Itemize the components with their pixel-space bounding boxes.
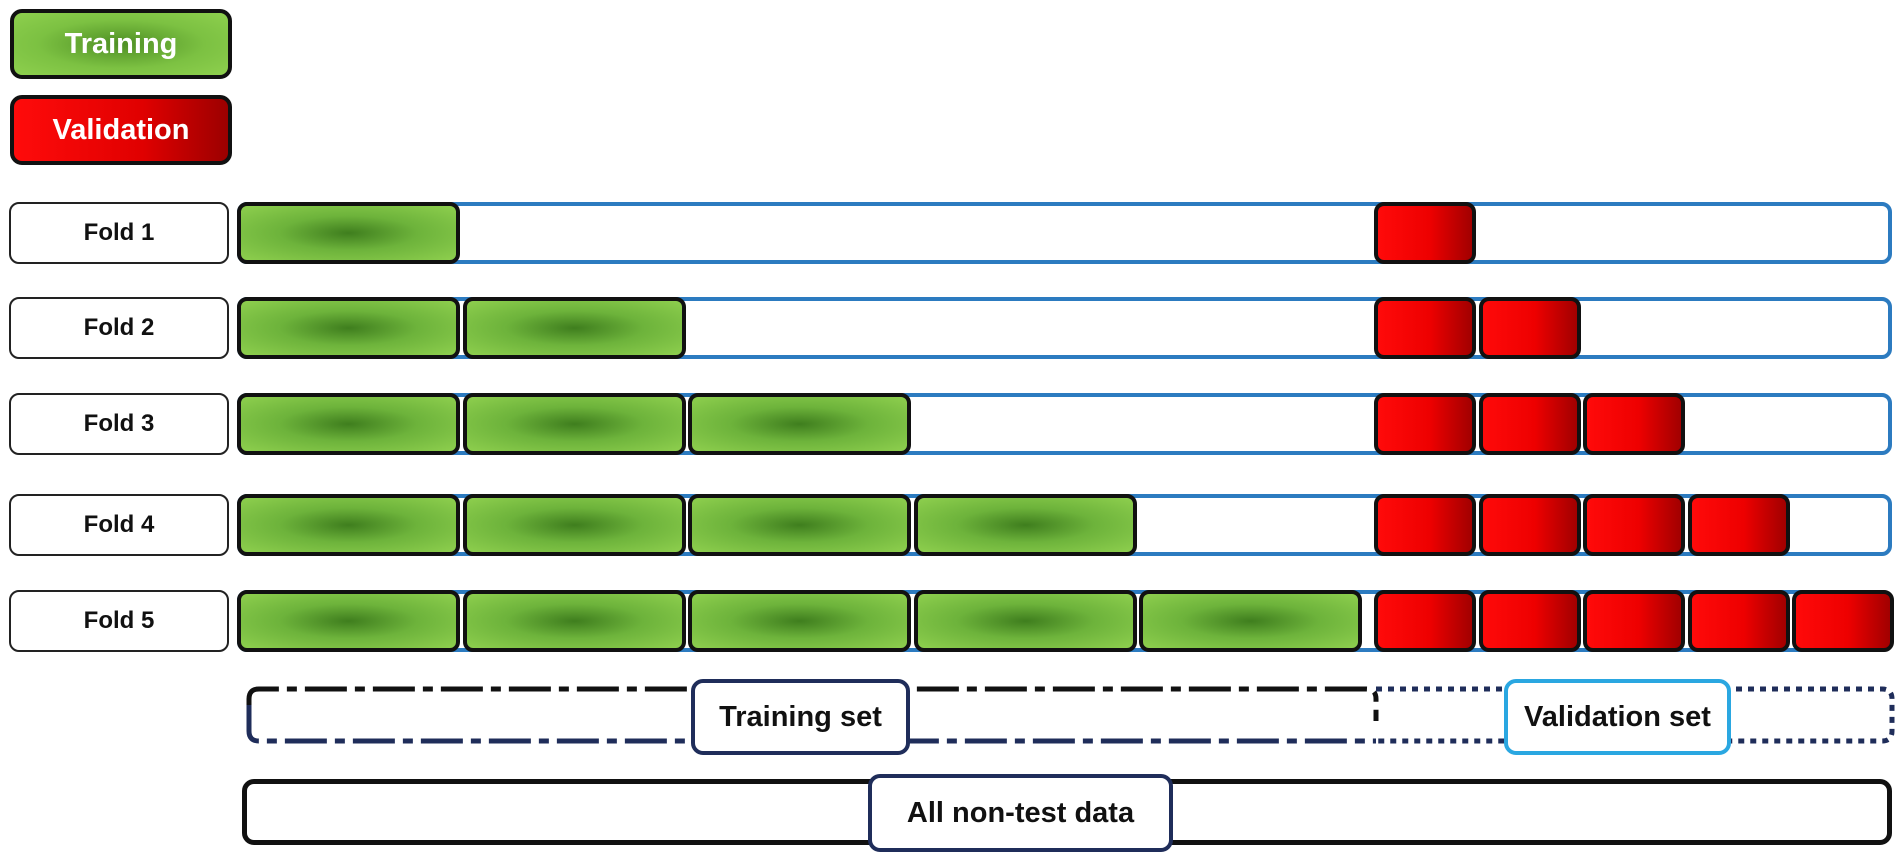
training-block (462, 590, 686, 652)
fold-label-text: Fold 1 (83, 219, 155, 246)
validation-block (1583, 393, 1685, 455)
training-block (237, 590, 460, 652)
training-set-bracket-bottom (246, 705, 1376, 744)
training-block (913, 590, 1137, 652)
fold-label-text: Fold 5 (83, 607, 155, 634)
training-set-label: Training set (691, 679, 910, 755)
training-block (462, 393, 686, 455)
validation-set-bracket (1376, 686, 1895, 744)
training-block (1139, 590, 1362, 652)
fold-track (237, 202, 1892, 264)
training-block (913, 494, 1137, 556)
validation-block (1478, 590, 1581, 652)
all-non-test-data-label: All non-test data (868, 774, 1173, 852)
training-block (688, 494, 911, 556)
validation-block (1374, 494, 1476, 556)
fold-label: Fold 3 (9, 393, 229, 455)
fold-label: Fold 2 (9, 297, 229, 359)
validation-block (1583, 494, 1685, 556)
fold-label-text: Fold 3 (83, 410, 155, 437)
training-block (688, 590, 911, 652)
validation-block (1478, 297, 1581, 359)
fold-label: Fold 1 (9, 202, 229, 264)
fold-label-text: Fold 4 (83, 511, 155, 538)
validation-block (1374, 590, 1476, 652)
all-non-test-data-text: All non-test data (906, 796, 1135, 829)
fold-label-text: Fold 2 (83, 314, 155, 341)
training-block (462, 297, 686, 359)
validation-block (1374, 297, 1476, 359)
training-set-text: Training set (719, 700, 882, 733)
validation-block (1374, 202, 1476, 264)
validation-block (1687, 590, 1790, 652)
fold-label: Fold 4 (9, 494, 229, 556)
legend-validation-label: Validation (52, 113, 190, 146)
validation-block (1478, 494, 1581, 556)
validation-block (1687, 494, 1790, 556)
legend-validation: Validation (10, 95, 232, 165)
training-block (237, 202, 460, 264)
training-block (462, 494, 686, 556)
training-block (688, 393, 911, 455)
validation-set-label: Validation set (1504, 679, 1731, 755)
validation-block (1374, 393, 1476, 455)
training-block (237, 393, 460, 455)
validation-block (1478, 393, 1581, 455)
validation-block (1583, 590, 1685, 652)
legend-training: Training (10, 9, 232, 79)
training-block (237, 297, 460, 359)
training-block (237, 494, 460, 556)
legend-training-label: Training (64, 27, 178, 60)
validation-set-text: Validation set (1524, 700, 1711, 733)
validation-block (1792, 590, 1894, 652)
fold-label: Fold 5 (9, 590, 229, 652)
